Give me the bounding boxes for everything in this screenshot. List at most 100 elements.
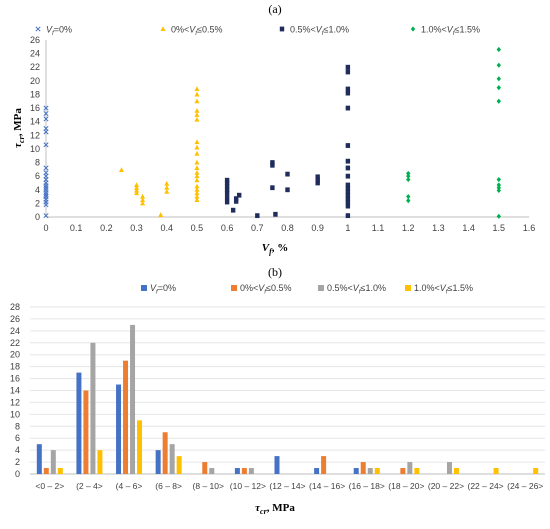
legend-a-marker-0-stroke-2 [35,26,41,32]
axis-b-x-tick-label: (4 – 6> [116,481,143,491]
scatter-point-s2-33 [345,105,351,111]
axis-a-y-tick-label: 6 [35,171,40,181]
scatter-point-s2-5 [224,180,230,186]
axis-a-x-tick-label: 0.4 [160,223,173,233]
bar-2-0 [116,384,122,474]
bar-8-2 [367,468,373,474]
axis-a-x-tick-label: 0.8 [281,223,294,233]
bar-8-0 [353,468,359,474]
scatter-point-s1-19 [194,169,200,175]
axis-a-x-tick-label: 0.6 [221,223,234,233]
bar-3-3 [176,456,182,474]
scatter-point-s2-18 [315,180,320,186]
axis-b-y-tick-label: 8 [15,421,20,431]
bar-2-3 [137,420,143,474]
axis-b-x-tick-label: (6 – 8> [155,481,182,491]
scatter-point-s1-16 [194,183,200,189]
bar-3-0 [155,450,161,474]
legend-a-label-3: 1.0%<Vf≤1.5% [421,25,480,38]
axis-a-y-tick-label: 20 [30,76,40,86]
scatter-point-s0-20 [43,105,49,111]
scatter-point-s0-13-stroke-2 [43,170,49,176]
legend-b-swatch-0 [141,285,147,291]
scatter-point-s0-5 [43,191,49,198]
scatter-point-s0-15-stroke-2 [43,142,49,148]
axis-a-y-tick-label: 12 [30,130,40,140]
scatter-point-s0-14 [43,165,49,171]
axis-b-y-tick-label: 10 [10,409,20,419]
legend-a-marker-3 [410,26,416,32]
scatter-point-s2-6 [224,177,230,183]
axis-b-y-tick-label: 2 [15,457,20,467]
scatter-point-s3-9 [496,176,502,183]
scatter-point-s3-12 [496,76,502,82]
scatter-point-s3-5 [496,213,502,219]
bar-2-2 [130,324,136,474]
scatter-point-s1-24 [194,139,200,145]
axis-a-y-tick-label: 0 [35,212,40,222]
axis-b-y-tick-label: 6 [15,433,20,443]
bar-1-1 [83,390,89,474]
scatter-point-s2-0 [224,199,230,205]
axis-a-y-tick-label: 14 [30,117,40,127]
axis-b-x-tick-label: (20 – 22> [428,481,464,491]
legend-a-marker-0 [35,26,41,32]
scatter-point-s3-14 [496,46,502,53]
scatter-point-s0-19 [43,110,49,117]
bar-1-2 [90,342,96,474]
bar-1-0 [76,372,82,474]
bar-0-1 [43,468,49,474]
scatter-point-s2-25 [345,192,351,198]
scatter-point-s0-20-stroke-2 [43,105,49,111]
scatter-point-s1-11 [164,180,170,186]
scatter-point-s0-18-stroke-2 [43,116,49,122]
scatter-point-s2-22 [345,203,351,209]
scatter-point-s2-28 [345,182,351,188]
bar-12-3 [533,468,539,474]
scatter-point-s1-20 [194,165,200,170]
axis-a-x-tick-label: 0.1 [70,223,83,233]
axis-a-x-tick-label: 1.6 [523,223,536,233]
scatter-point-s1-13 [194,193,200,199]
scatter-point-s1-5 [140,200,146,206]
axis-a-x-tick-label: 0.2 [100,223,113,233]
axis-b-x-tick-label: (12 – 14> [269,481,305,491]
scatter-point-s2-12 [270,185,275,191]
legend-b-label-0: Vf=0% [150,283,176,296]
scatter-point-s1-30 [194,86,200,92]
scatter-point-s0-15 [43,142,49,148]
scatter-point-s0-8 [43,185,49,191]
bar-9-2 [407,462,413,474]
scatter-point-s2-13 [270,162,275,168]
scatter-point-s1-27 [194,108,200,113]
scatter-point-s3-11 [496,85,502,91]
bar-4-2 [209,468,215,474]
axis-a-x-tick-label: 0.9 [311,223,324,233]
scatter-point-s1-12 [194,197,200,202]
axis-b-x-tick-label: (2 – 4> [76,481,103,491]
scatter-point-s1-7 [140,193,146,199]
scatter-point-s2-4 [224,183,230,189]
scatter-point-s3-13 [496,62,502,68]
bar-3-1 [162,432,168,474]
axis-b-x-tick-label: (14 – 16> [309,481,345,491]
axis-a-x-tick-label: 1.5 [493,223,506,233]
bar-8-1 [360,462,366,474]
axis-b-y-tick-label: 24 [10,326,20,336]
legend-a-label-0: Vf=0% [46,25,72,38]
scatter-point-s2-2 [224,190,230,196]
bar-9-1 [400,468,406,474]
axis-b-x-tick-label: (10 – 12> [230,481,266,491]
axis-b-y-tick-label: 22 [10,338,20,348]
scatter-point-s2-3 [224,187,230,193]
scatter-point-s0-8-stroke-2 [43,185,49,191]
scatter-point-s3-1 [406,193,411,200]
axis-b-x-tick-label: (22 – 24> [467,481,503,491]
scatter-point-s0-7-stroke-2 [43,187,49,193]
legend-a-marker-2 [279,26,285,32]
scatter-point-s2-11 [255,213,260,219]
axis-b-x-title: τcr, MPa [255,502,295,516]
bar-6-0 [274,456,280,474]
bar-5-2 [248,468,254,474]
